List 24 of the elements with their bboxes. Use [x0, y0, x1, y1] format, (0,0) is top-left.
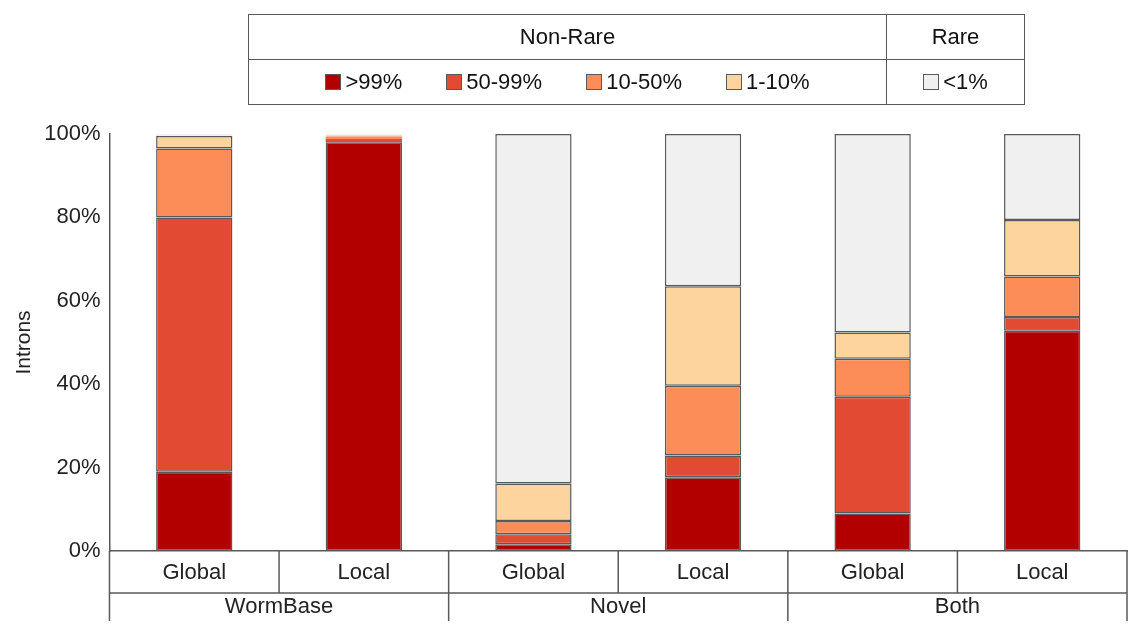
y-tick-label: 40% [56, 370, 101, 396]
text: Rare [886, 14, 1025, 60]
text: Both [934, 593, 981, 619]
x-tick-label: Local [337, 559, 391, 585]
text: WormBase [224, 593, 334, 619]
y-tick-label: 80% [56, 203, 101, 229]
x-tick-label: Local [1015, 559, 1069, 585]
x-tick-label: Local [676, 559, 730, 585]
legend-label: >99% [345, 68, 403, 95]
x-tick-label: Global [840, 559, 905, 585]
x-tick-label: Global [501, 559, 566, 585]
legend-label: 1-10% [745, 68, 810, 95]
legend-title: Non-Rare [248, 14, 887, 60]
legend-label: 10-50% [606, 68, 682, 95]
y-tick-label: 100% [44, 120, 101, 146]
y-tick-label: 60% [56, 286, 101, 312]
bar [156, 134, 233, 137]
y-axis-title: Introns [11, 310, 35, 375]
x-tick-label: Global [162, 559, 227, 585]
y-tick-label: 20% [56, 453, 101, 479]
legend-label: 50-99% [466, 68, 543, 95]
text: <1% [943, 68, 988, 95]
y-tick-label: 0% [68, 537, 101, 563]
text: Novel [590, 593, 647, 619]
